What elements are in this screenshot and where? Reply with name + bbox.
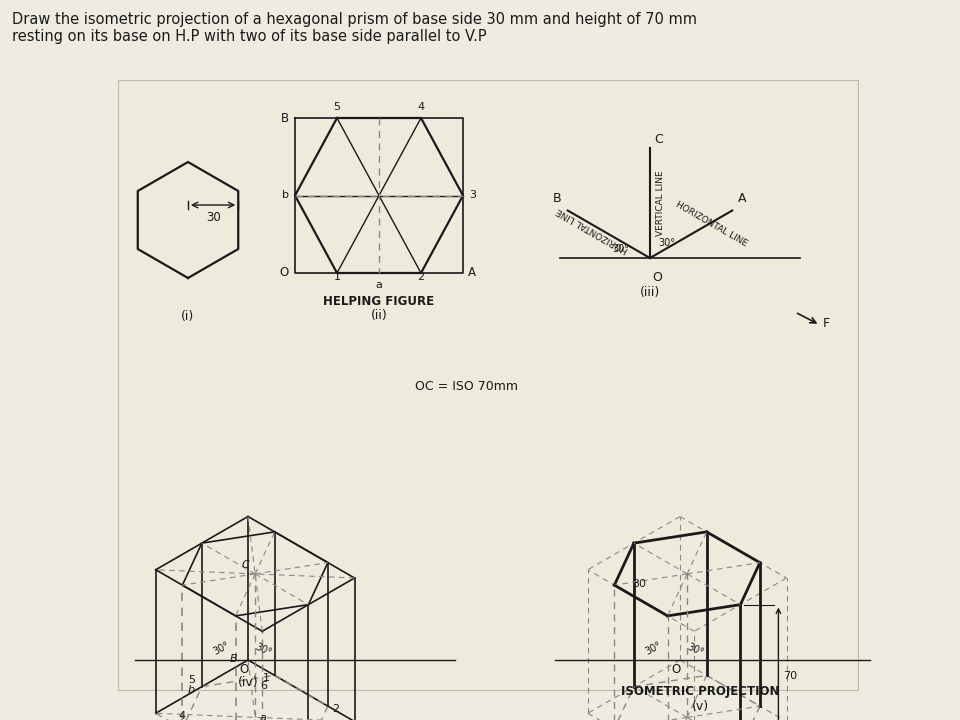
Text: 30: 30 — [205, 211, 221, 224]
Text: 3: 3 — [469, 191, 476, 200]
Text: F: F — [823, 317, 830, 330]
Bar — [118, 80, 858, 690]
Text: (i): (i) — [181, 310, 195, 323]
Text: O: O — [671, 663, 681, 676]
Text: 30: 30 — [632, 578, 646, 588]
Text: a: a — [375, 280, 382, 290]
Text: 30°: 30° — [253, 642, 273, 658]
Text: A: A — [468, 266, 476, 279]
Text: 30°: 30° — [658, 238, 675, 248]
Text: 4: 4 — [179, 711, 185, 720]
Text: 6: 6 — [260, 681, 268, 691]
Text: ISOMETRIC PROJECTION: ISOMETRIC PROJECTION — [621, 685, 780, 698]
Text: B: B — [553, 192, 562, 204]
Text: 1: 1 — [333, 272, 341, 282]
Text: 5: 5 — [333, 102, 341, 112]
Text: (iv): (iv) — [238, 676, 258, 689]
Text: A: A — [738, 192, 747, 204]
Text: b: b — [188, 685, 195, 695]
Text: O: O — [239, 663, 249, 676]
Text: b: b — [282, 191, 289, 200]
Text: O: O — [652, 271, 661, 284]
Text: 1: 1 — [263, 673, 270, 683]
Text: VERTICAL LINE: VERTICAL LINE — [656, 170, 665, 236]
Text: B: B — [281, 112, 289, 125]
Text: C: C — [241, 560, 249, 570]
Text: O: O — [279, 266, 289, 279]
Text: 4: 4 — [418, 102, 424, 112]
Text: (iii): (iii) — [640, 286, 660, 299]
Text: 5: 5 — [188, 675, 195, 685]
Text: C: C — [654, 133, 662, 146]
Text: HORIZONTAL LINE: HORIZONTAL LINE — [556, 206, 631, 254]
Text: Draw the isometric projection of a hexagonal prism of base side 30 mm and height: Draw the isometric projection of a hexag… — [12, 12, 697, 45]
Text: 70: 70 — [783, 671, 798, 681]
Text: 2: 2 — [418, 272, 424, 282]
Text: HORIZONTAL LINE: HORIZONTAL LINE — [674, 200, 749, 248]
Text: a: a — [259, 714, 266, 720]
Text: 30°: 30° — [644, 640, 663, 657]
Text: 2: 2 — [332, 704, 339, 714]
Text: 30°: 30° — [685, 642, 705, 658]
Text: (v): (v) — [691, 700, 708, 713]
Text: (ii): (ii) — [371, 309, 388, 322]
Text: 30°: 30° — [612, 244, 629, 254]
Text: HELPING FIGURE: HELPING FIGURE — [324, 295, 435, 308]
Text: B: B — [230, 654, 238, 664]
Text: 30°: 30° — [212, 640, 231, 657]
Text: OC = ISO 70mm: OC = ISO 70mm — [415, 380, 518, 393]
